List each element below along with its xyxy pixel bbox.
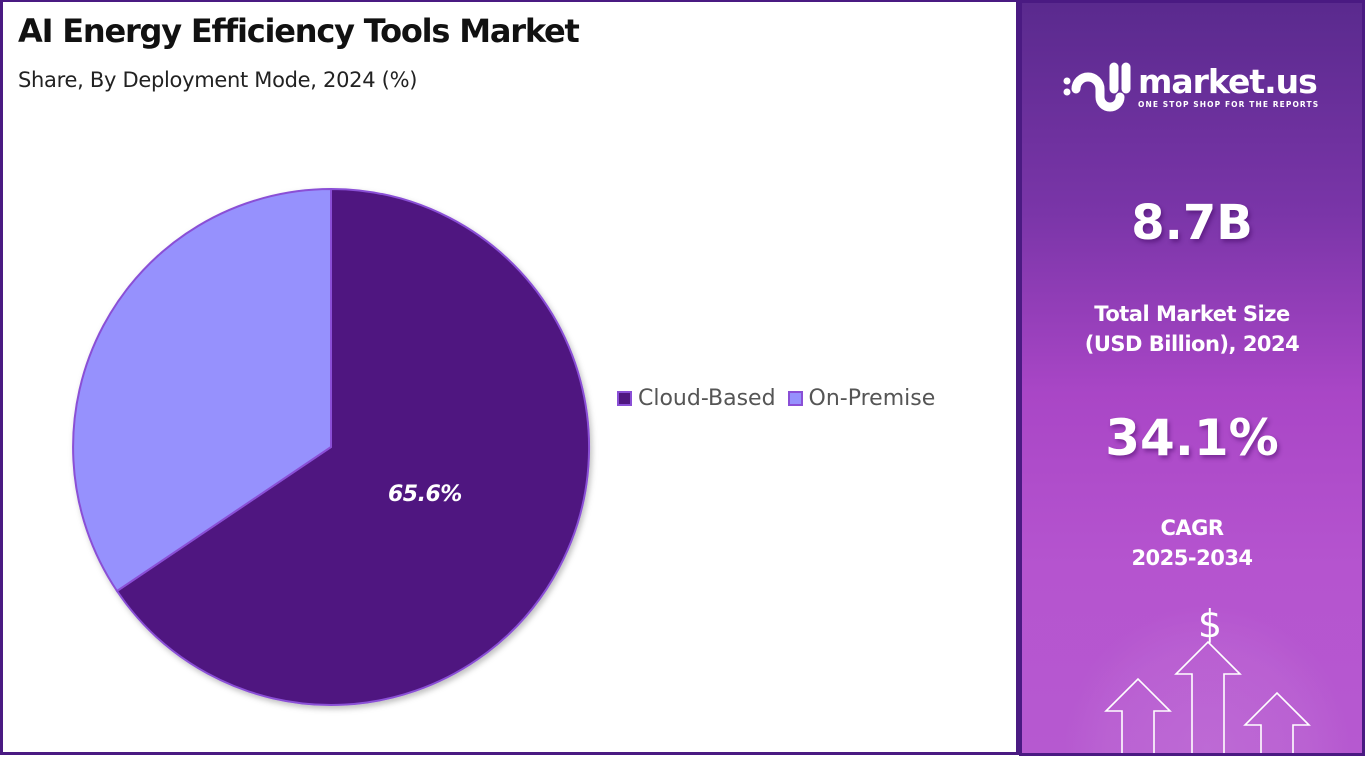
market-us-logo: market.us ONE STOP SHOP FOR THE REPORTS xyxy=(1062,59,1319,115)
pie-svg xyxy=(72,187,590,706)
cagr-value: 34.1% xyxy=(1105,409,1279,467)
stats-sidebar: market.us ONE STOP SHOP FOR THE REPORTS … xyxy=(1019,0,1365,756)
pie-chart: 65.6% xyxy=(3,2,1016,752)
legend-item-cloud-based[interactable]: Cloud-Based xyxy=(617,386,776,411)
chart-title: AI Energy Efficiency Tools Market xyxy=(18,12,580,50)
market-size-label-line1: Total Market Size xyxy=(1094,302,1290,326)
market-size-label-line2: (USD Billion), 2024 xyxy=(1084,332,1300,356)
cagr-label-line1: CAGR xyxy=(1160,516,1224,540)
growth-arrows-icon: $ xyxy=(1022,593,1362,753)
market-size-value: 8.7B xyxy=(1131,195,1253,251)
logo-tagline: ONE STOP SHOP FOR THE REPORTS xyxy=(1138,100,1320,109)
legend-swatch-cloud-based xyxy=(617,391,632,406)
pie-slice-cloud-based[interactable] xyxy=(115,187,590,706)
logo-name: market.us xyxy=(1138,62,1318,101)
legend-label: Cloud-Based xyxy=(638,386,776,411)
chart-legend: Cloud-Based On-Premise xyxy=(617,386,947,411)
legend-swatch-on-premise xyxy=(787,391,803,406)
pie-data-label-cloud-based: 65.6% xyxy=(388,482,462,507)
dollar-icon: $ xyxy=(1198,602,1222,646)
pie-slice-on-premise[interactable] xyxy=(72,187,332,593)
legend-item-on-premise[interactable]: On-Premise xyxy=(787,386,936,411)
chart-subtitle: Share, By Deployment Mode, 2024 (%) xyxy=(18,68,418,92)
legend-label: On-Premise xyxy=(808,386,936,411)
cagr-label-line2: 2025-2034 xyxy=(1131,546,1253,570)
market-us-logo-icon xyxy=(1063,62,1131,112)
chart-panel: AI Energy Efficiency Tools Market Share,… xyxy=(0,0,1019,755)
